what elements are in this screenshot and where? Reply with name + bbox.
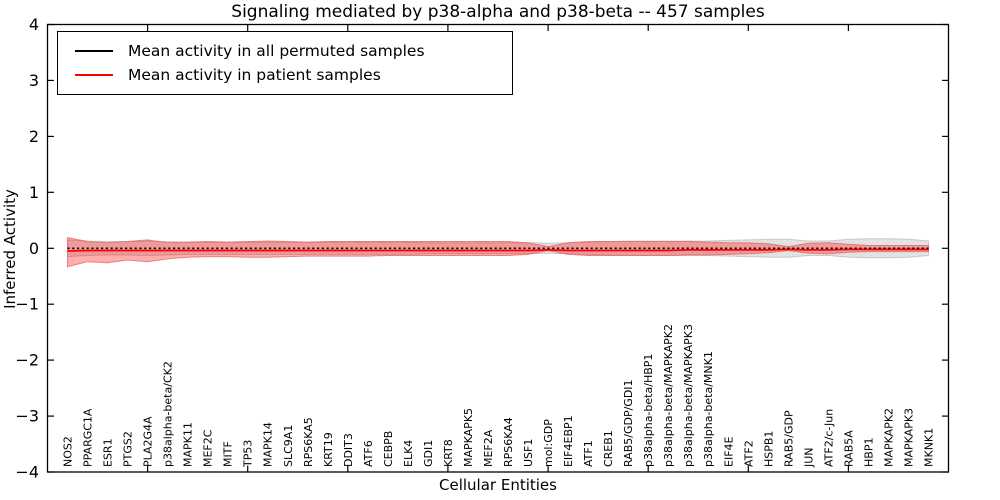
legend-line-sample-patient	[75, 74, 113, 76]
x-category-label: MAPK14	[262, 422, 275, 467]
y-tick-label: −4	[15, 463, 39, 482]
x-axis-label: Cellular Entities	[439, 476, 557, 494]
x-category-label: ATF1	[582, 440, 595, 467]
y-axis-label: Inferred Activity	[1, 189, 19, 309]
x-category-label: MAPKAPK5	[462, 408, 475, 467]
y-tick-label: 4	[29, 15, 39, 34]
x-category-label: EIF4E	[722, 436, 735, 467]
x-category-label: KRT19	[322, 432, 335, 467]
x-category-label: PTGS2	[122, 431, 135, 467]
x-category-label: ATF2	[742, 440, 755, 467]
legend-item: Mean activity in patient samples	[58, 66, 512, 84]
chart-title: Signaling mediated by p38-alpha and p38-…	[231, 2, 765, 22]
x-category-label: p38alpha-beta/MNK1	[702, 351, 715, 467]
x-category-label: ELK4	[402, 440, 415, 467]
x-category-label: HSPB1	[762, 431, 775, 467]
legend-label: Mean activity in patient samples	[128, 66, 381, 84]
x-category-label: mol:GDP	[542, 419, 555, 467]
x-category-label: MITF	[222, 441, 235, 467]
x-category-label: DDIT3	[342, 433, 355, 467]
x-category-label: GDI1	[422, 440, 435, 467]
x-category-label: HBP1	[862, 438, 875, 467]
x-category-label: MAPK11	[182, 422, 195, 467]
x-category-label: KRT8	[442, 439, 455, 467]
legend-line-sample-permuted	[75, 50, 113, 52]
x-category-label: RAB5/GDP	[782, 410, 795, 467]
x-category-label: SLC9A1	[282, 425, 295, 467]
x-category-label: MAPKAPK2	[882, 408, 895, 467]
y-tick-label: −2	[15, 351, 39, 370]
y-tick-label: −1	[15, 295, 39, 314]
x-category-label: PPARGC1A	[82, 408, 95, 467]
x-category-label: p38alpha-beta/CK2	[162, 361, 175, 467]
legend: Mean activity in all permuted samples Me…	[57, 31, 513, 95]
x-category-label: MEF2A	[482, 429, 495, 467]
plot-frame	[46, 23, 950, 473]
x-category-label: RPS6KA5	[302, 417, 315, 467]
x-category-label: NOS2	[62, 436, 75, 467]
x-category-label: USF1	[522, 439, 535, 467]
permuted-band	[67, 238, 929, 259]
x-category-label: ATF2/c-Jun	[822, 409, 835, 467]
x-category-label: MKNK1	[922, 428, 935, 467]
y-tick-label: 0	[29, 239, 39, 258]
x-category-label: ESR1	[102, 438, 115, 467]
x-category-label: p38alpha-beta/MAPKAPK2	[662, 324, 675, 467]
x-category-label: MAPKAPK3	[902, 408, 915, 467]
patient-mean-line	[67, 248, 929, 252]
x-category-label: p38alpha-beta/MAPKAPK3	[682, 324, 695, 467]
x-category-label: MEF2C	[202, 429, 215, 467]
patient-band	[67, 236, 929, 268]
x-category-label: CREB1	[602, 430, 615, 467]
y-tick-label: 1	[29, 183, 39, 202]
legend-label: Mean activity in all permuted samples	[128, 42, 425, 60]
x-category-label: CEBPB	[382, 431, 395, 467]
y-tick-label: 2	[29, 127, 39, 146]
x-category-label: RAB5/GDP/GDI1	[622, 379, 635, 467]
x-category-label: JUN	[802, 447, 815, 468]
x-category-label: RAB5A	[842, 430, 855, 467]
y-tick-label: 3	[29, 71, 39, 90]
x-category-label: PLA2G4A	[142, 416, 155, 467]
x-category-label: RPS6KA4	[502, 417, 515, 467]
y-tick-label: −3	[15, 407, 39, 426]
x-category-label: EIF4EBP1	[562, 415, 575, 467]
x-category-label: p38alpha-beta/HBP1	[642, 354, 655, 467]
x-category-label: ATF6	[362, 440, 375, 467]
legend-item: Mean activity in all permuted samples	[58, 42, 512, 60]
x-category-label: TP53	[242, 440, 255, 468]
